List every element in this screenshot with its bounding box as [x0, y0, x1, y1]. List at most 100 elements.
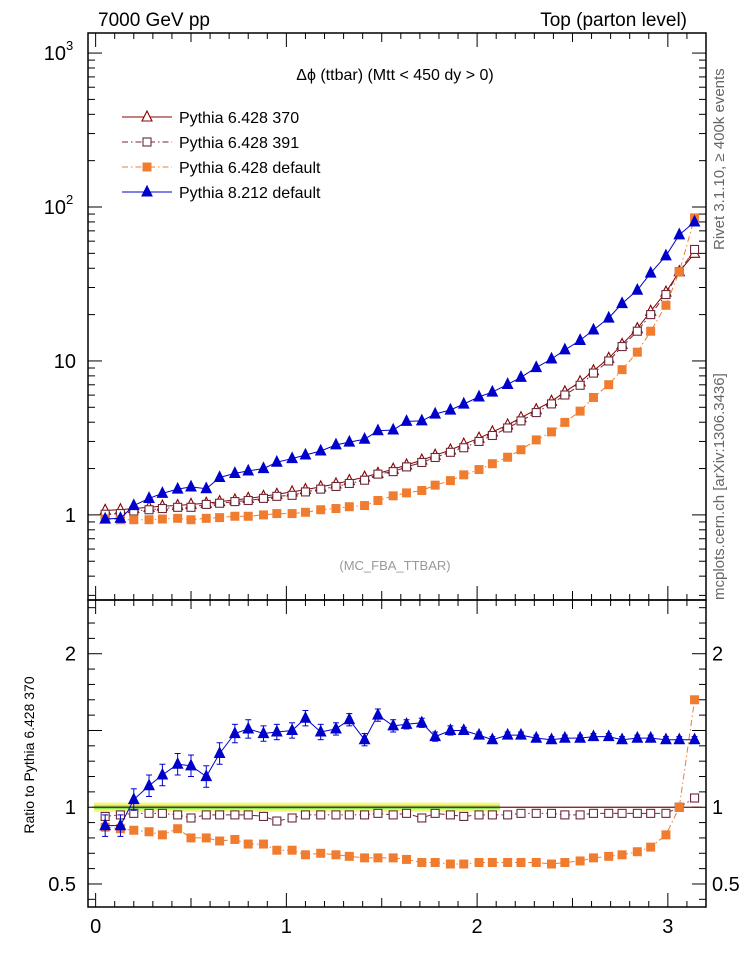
xtick-label: 3	[662, 916, 673, 938]
ratio-point	[444, 723, 457, 736]
ratio-point	[688, 732, 701, 745]
main-point	[516, 445, 526, 455]
main-series-line	[105, 221, 695, 520]
legend-item-0: Pythia 6.428 370	[122, 109, 299, 127]
ratio-series-3	[99, 707, 701, 837]
main-point	[530, 360, 543, 373]
main-point	[400, 414, 413, 426]
main-point	[344, 502, 354, 512]
ratio-point	[300, 850, 310, 860]
main-point	[474, 436, 484, 446]
main-point	[331, 481, 341, 492]
ratio-point	[314, 724, 327, 737]
ratio-point	[373, 853, 383, 863]
main-point	[616, 296, 628, 309]
plot-title: Δϕ (ttbar) (Mtt < 450 dy > 0)	[296, 67, 494, 84]
legend-label: Pythia 6.428 370	[179, 110, 299, 127]
main-point	[213, 470, 226, 483]
ratio-point	[114, 818, 127, 831]
main-point	[588, 392, 598, 402]
ratio-point	[99, 818, 112, 831]
ratio-point	[515, 727, 527, 740]
main-series-line	[105, 217, 696, 521]
ratio-point	[129, 825, 139, 835]
header-energy: 7000 GeV pp	[98, 10, 210, 31]
ratio-point	[588, 853, 598, 863]
ratio-point	[445, 859, 455, 869]
main-point	[558, 342, 571, 355]
ratio-point	[185, 758, 197, 771]
main-point	[373, 496, 383, 506]
main-point	[127, 498, 140, 511]
ratio-point	[257, 726, 270, 739]
legend-marker	[141, 109, 153, 122]
ratio-point	[546, 808, 557, 818]
main-point	[531, 435, 541, 445]
ratio-point	[501, 727, 514, 740]
ratio-point	[545, 732, 558, 745]
main-point	[531, 408, 541, 418]
ratio-point	[157, 830, 167, 840]
main-point	[373, 469, 383, 479]
main-point	[243, 511, 253, 521]
ratio-point	[171, 757, 184, 769]
main-point	[114, 511, 127, 523]
main-point	[415, 413, 428, 426]
main-point	[445, 476, 455, 486]
ratio-point	[343, 712, 356, 725]
legend-marker	[142, 137, 152, 147]
ratio-point	[690, 695, 700, 705]
main-point	[287, 509, 297, 519]
main-point	[560, 390, 570, 400]
main-point	[230, 497, 240, 507]
ratio-point	[316, 810, 326, 820]
ratio-point	[417, 813, 427, 823]
main-point	[230, 511, 240, 521]
main-point	[617, 342, 627, 352]
ratio-point	[388, 810, 398, 820]
main-series-2	[100, 213, 700, 525]
ratio-point	[661, 808, 671, 818]
main-point	[330, 437, 342, 450]
ratio-point	[558, 730, 571, 743]
main-point	[503, 423, 513, 433]
ratio-point	[243, 810, 253, 820]
main-point	[143, 491, 155, 503]
main-point	[258, 510, 268, 520]
ratio-point	[372, 707, 384, 720]
main-point	[560, 417, 570, 427]
ratio-point	[587, 729, 600, 742]
ratio-point	[331, 810, 341, 820]
main-point	[503, 452, 513, 462]
main-point	[646, 326, 656, 336]
main-point	[156, 486, 169, 498]
main-point	[644, 265, 657, 278]
ratio-point	[258, 811, 269, 821]
main-point	[343, 434, 356, 447]
ratio-point	[270, 724, 283, 737]
main-point	[358, 432, 371, 444]
ratio-point	[230, 834, 240, 844]
legend-item-1: Pythia 6.428 391	[122, 135, 299, 152]
ratio-point	[445, 810, 455, 820]
ratio-point	[503, 857, 513, 867]
main-point	[673, 227, 686, 240]
ratio-point	[127, 792, 140, 805]
ratio-ytick-label-right: 1	[712, 797, 723, 819]
ratio-series-layer	[99, 695, 701, 869]
main-point	[129, 515, 139, 525]
main-point	[185, 479, 197, 492]
ratio-point	[474, 810, 484, 820]
ratio-point	[646, 808, 656, 818]
main-point	[242, 463, 255, 476]
main-point	[587, 322, 600, 335]
main-ytick-label: 10	[44, 43, 66, 65]
main-point	[316, 505, 326, 515]
main-point	[144, 515, 154, 525]
main-point	[257, 461, 270, 474]
main-point	[314, 443, 327, 456]
ratio-point	[516, 857, 526, 867]
ratio-point	[602, 729, 615, 742]
